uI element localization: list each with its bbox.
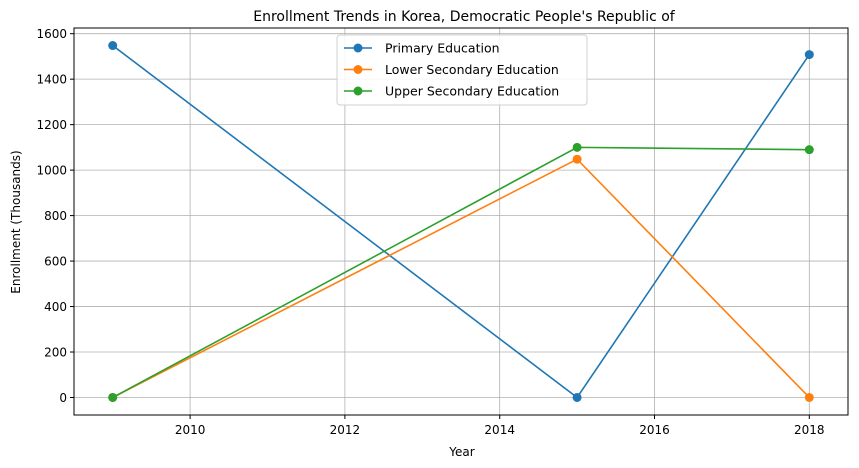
legend-marker-lower-secondary-education xyxy=(353,65,363,74)
y-tick-label: 600 xyxy=(44,255,67,269)
legend-marker-primary-education xyxy=(353,43,363,53)
data-point-primary-education xyxy=(108,41,118,51)
legend: Primary Education Lower Secondary Educati… xyxy=(336,34,588,106)
y-tick-label: 800 xyxy=(44,209,67,223)
series-line-upper-secondary-education xyxy=(112,146,810,399)
x-tick-label: 2010 xyxy=(175,423,206,437)
legend-label-upper-secondary-education: Upper Secondary Education xyxy=(385,84,559,99)
plot-frame xyxy=(73,27,849,416)
y-tick-label: 0 xyxy=(59,391,67,405)
x-axis: 2010 2012 2014 2016 2018 xyxy=(175,415,825,437)
legend-box xyxy=(336,34,588,106)
y-tick-label: 1000 xyxy=(36,164,67,178)
data-point-upper-secondary-education xyxy=(572,142,582,152)
data-point-upper-secondary-education xyxy=(804,145,814,155)
x-tick-label: 2014 xyxy=(484,423,515,437)
x-tick-label: 2018 xyxy=(794,423,825,437)
data-point-lower-secondary-education xyxy=(804,392,814,402)
x-axis-label: Year xyxy=(448,445,474,459)
data-point-lower-secondary-education xyxy=(572,154,582,164)
x-tick-label: 2012 xyxy=(330,423,361,437)
y-tick-label: 1200 xyxy=(36,118,67,132)
y-tick-label: 200 xyxy=(44,346,67,360)
data-point-primary-education xyxy=(804,50,814,60)
series-line-lower-secondary-education xyxy=(112,158,810,399)
y-tick-label: 1600 xyxy=(36,27,67,41)
chart-title: Enrollment Trends in Korea, Democratic P… xyxy=(253,9,676,25)
y-tick-label: 1400 xyxy=(36,73,67,87)
data-point-upper-secondary-education xyxy=(108,392,118,402)
y-axis-label: Enrollment (Thousands) xyxy=(9,150,23,293)
y-axis: 0 200 400 600 800 1000 1200 1400 1600 xyxy=(36,27,74,405)
legend-label-lower-secondary-education: Lower Secondary Education xyxy=(385,62,559,77)
legend-marker-upper-secondary-education xyxy=(353,86,363,96)
series-layer xyxy=(108,41,814,402)
legend-label-primary-education: Primary Education xyxy=(385,41,500,56)
y-tick-label: 400 xyxy=(44,300,67,314)
x-tick-label: 2016 xyxy=(639,423,670,437)
data-point-primary-education xyxy=(572,392,582,402)
